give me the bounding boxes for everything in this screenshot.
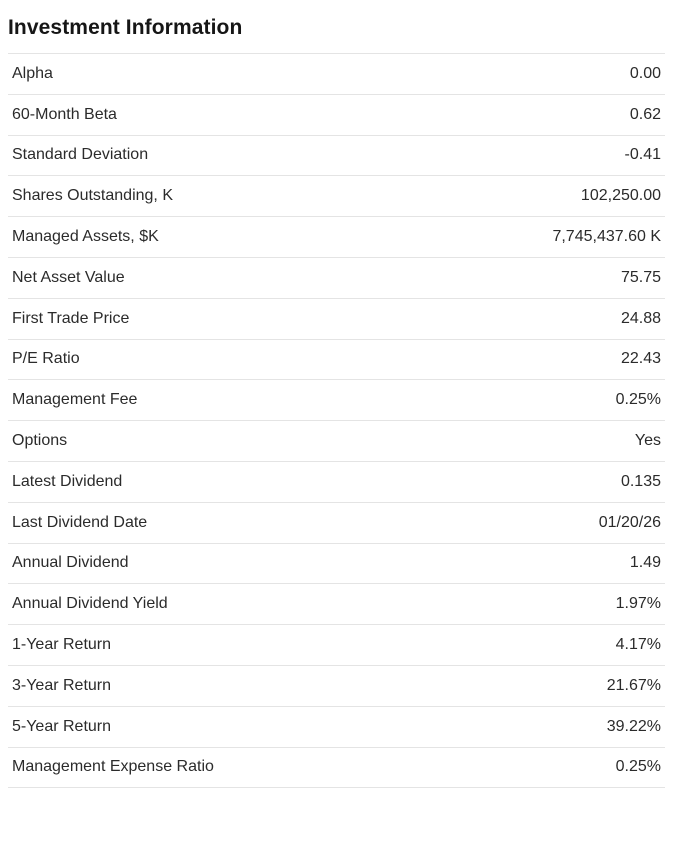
row-label: Net Asset Value [12, 268, 125, 286]
row-label: Alpha [12, 64, 53, 82]
row-value: 0.00 [629, 64, 661, 82]
row-value: 1.97% [615, 595, 661, 613]
row-label: Shares Outstanding, K [12, 187, 173, 205]
table-row: Annual Dividend 1.49 [8, 544, 665, 585]
table-row: First Trade Price 24.88 [8, 299, 665, 340]
table-row: Annual Dividend Yield 1.97% [8, 584, 665, 626]
row-value: 0.135 [620, 472, 661, 490]
table-row: Alpha 0.00 [8, 54, 665, 95]
table-row: Management Fee 0.25% [8, 380, 665, 422]
row-value: 21.67% [606, 676, 661, 694]
table-row: Managed Assets, $K 7,745,437.60 K [8, 217, 665, 258]
row-value: -0.41 [624, 146, 661, 164]
table-row: Standard Deviation -0.41 [8, 136, 665, 177]
row-value: 75.75 [620, 268, 661, 286]
row-label: Annual Dividend [12, 554, 129, 572]
row-value: 0.25% [615, 391, 661, 409]
row-label: 60-Month Beta [12, 105, 117, 123]
row-value: 22.43 [620, 350, 661, 368]
table-row: Last Dividend Date 01/20/26 [8, 503, 665, 544]
investment-info-table: Alpha 0.00 60-Month Beta 0.62 Standard Devia… [8, 54, 665, 789]
row-label: 5-Year Return [12, 717, 112, 735]
row-value: 1.49 [629, 554, 661, 572]
table-row: 60-Month Beta 0.62 [8, 95, 665, 136]
investment-info-panel: Investment Information Alpha 0.00 60-Month… [8, 0, 665, 789]
row-label: Managed Assets, $K [12, 228, 159, 246]
row-value: 102,250.00 [580, 187, 661, 205]
row-value: 24.88 [620, 309, 661, 327]
table-row: Options Yes [8, 421, 665, 462]
row-label: P/E Ratio [12, 350, 80, 368]
table-row: Latest Dividend 0.135 [8, 462, 665, 503]
table-row: 1-Year Return 4.17% [8, 625, 665, 666]
row-label: 3-Year Return [12, 676, 112, 694]
table-row: Net Asset Value 75.75 [8, 258, 665, 299]
table-row: P/E Ratio 22.43 [8, 340, 665, 381]
table-row: Management Expense Ratio 0.25% [8, 748, 665, 789]
section-title: Investment Information [8, 0, 665, 54]
row-value: 39.22% [606, 717, 661, 735]
row-value: 7,745,437.60 K [552, 228, 661, 246]
table-row: 3-Year Return 21.67% [8, 666, 665, 707]
row-value: Yes [634, 432, 661, 450]
row-label: Annual Dividend Yield [12, 595, 168, 613]
row-value: 0.62 [629, 105, 661, 123]
row-label: Options [12, 432, 68, 450]
row-value: 4.17% [615, 636, 661, 654]
row-label: First Trade Price [12, 309, 130, 327]
table-row: Shares Outstanding, K 102,250.00 [8, 176, 665, 218]
row-label: Management Expense Ratio [12, 758, 214, 776]
row-label: Last Dividend Date [12, 513, 148, 531]
row-label: Standard Deviation [12, 146, 149, 164]
row-value: 0.25% [615, 758, 661, 776]
row-label: Management Fee [12, 391, 138, 409]
row-label: Latest Dividend [12, 472, 123, 490]
table-row: 5-Year Return 39.22% [8, 707, 665, 748]
row-label: 1-Year Return [12, 636, 112, 654]
row-value: 01/20/26 [598, 513, 661, 531]
